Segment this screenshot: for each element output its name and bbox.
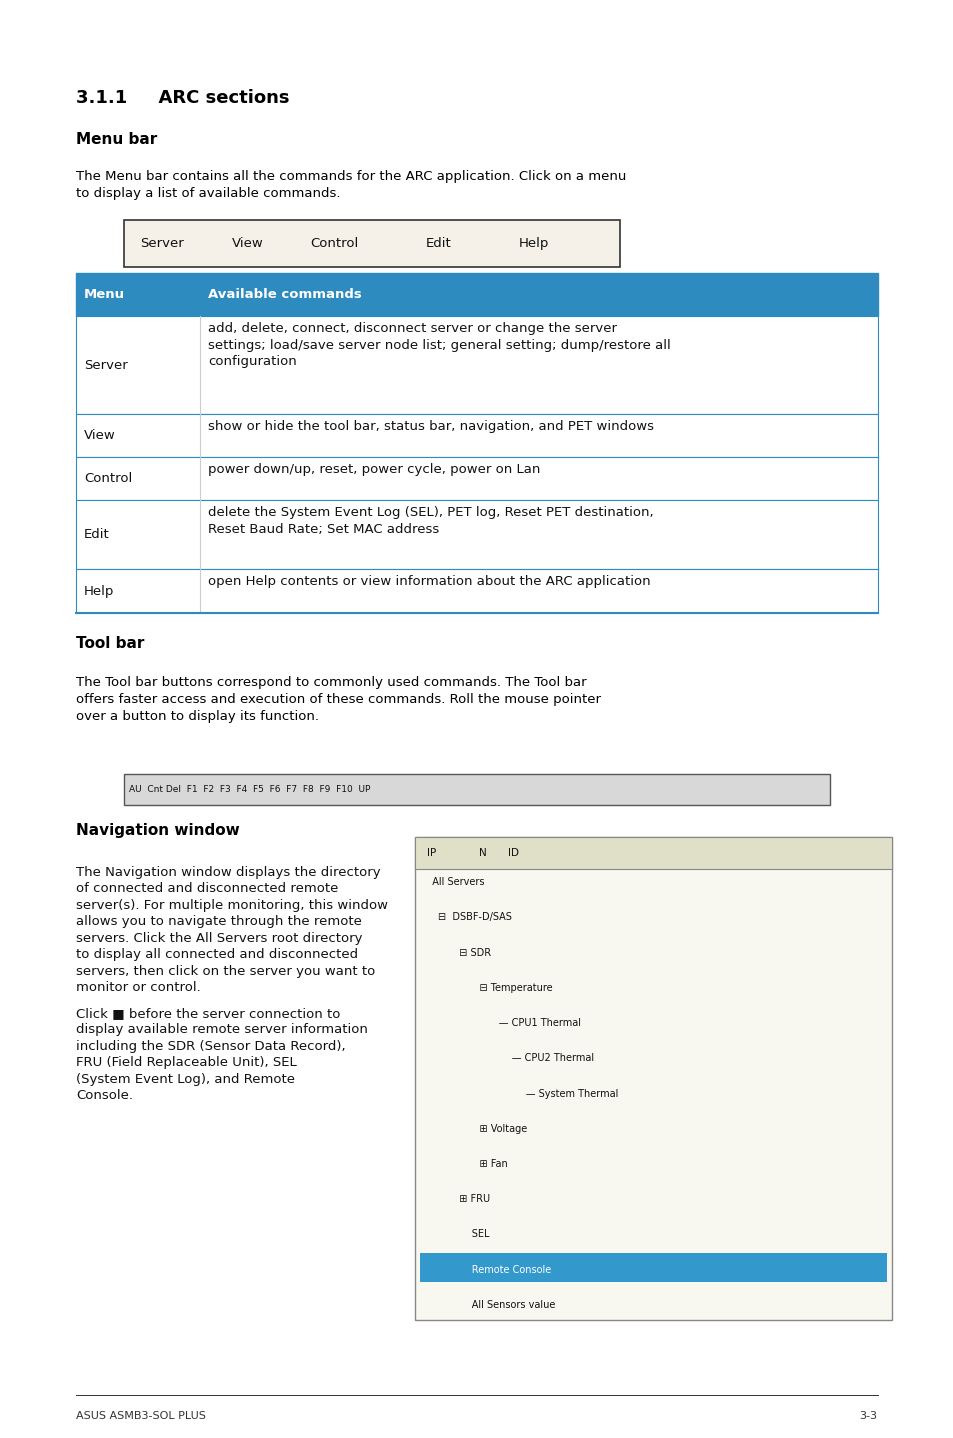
- Text: View: View: [232, 237, 264, 250]
- FancyBboxPatch shape: [124, 774, 829, 805]
- Text: Edit: Edit: [426, 237, 451, 250]
- Text: Edit: Edit: [84, 528, 110, 542]
- Text: ⊞ Voltage: ⊞ Voltage: [466, 1125, 526, 1133]
- Text: N: N: [478, 848, 486, 857]
- Bar: [76, 414, 877, 457]
- Bar: [76, 273, 877, 316]
- Bar: [76, 500, 877, 569]
- Text: View: View: [84, 429, 115, 443]
- Text: — CPU2 Thermal: — CPU2 Thermal: [493, 1053, 594, 1063]
- Text: Navigation window: Navigation window: [76, 823, 240, 837]
- Bar: [419, 1254, 886, 1283]
- Text: The Tool bar buttons correspond to commonly used commands. The Tool bar
offers f: The Tool bar buttons correspond to commo…: [76, 676, 600, 723]
- Text: Control: Control: [310, 237, 357, 250]
- Text: Click ■ before the server connection to
display available remote server informat: Click ■ before the server connection to …: [76, 1007, 368, 1102]
- Text: All Sensors value: All Sensors value: [453, 1300, 555, 1310]
- Text: Menu bar: Menu bar: [76, 132, 157, 147]
- Text: All Servers: All Servers: [426, 877, 484, 887]
- Text: 3.1.1     ARC sections: 3.1.1 ARC sections: [76, 89, 290, 108]
- Text: 3-3: 3-3: [859, 1411, 877, 1421]
- Text: IP: IP: [427, 848, 436, 857]
- Text: Help: Help: [518, 237, 549, 250]
- Text: Server: Server: [84, 358, 128, 372]
- Text: power down/up, reset, power cycle, power on Lan: power down/up, reset, power cycle, power…: [208, 463, 539, 476]
- Text: ASUS ASMB3-SOL PLUS: ASUS ASMB3-SOL PLUS: [76, 1411, 206, 1421]
- Text: Available commands: Available commands: [208, 288, 361, 302]
- Text: Remote Console: Remote Console: [453, 1265, 551, 1274]
- Text: ⊟ Temperature: ⊟ Temperature: [466, 984, 552, 992]
- Text: show or hide the tool bar, status bar, navigation, and PET windows: show or hide the tool bar, status bar, n…: [208, 420, 654, 433]
- Text: — CPU1 Thermal: — CPU1 Thermal: [479, 1018, 580, 1028]
- Text: SEL: SEL: [453, 1229, 489, 1240]
- Text: ⊞ FRU: ⊞ FRU: [453, 1194, 490, 1204]
- Text: ⊟  DSBF-D/SAS: ⊟ DSBF-D/SAS: [437, 913, 511, 922]
- Text: AU  Cnt Del  F1  F2  F3  F4  F5  F6  F7  F8  F9  F10  UP: AU Cnt Del F1 F2 F3 F4 F5 F6 F7 F8 F9 F1…: [129, 785, 370, 794]
- Text: Server: Server: [140, 237, 184, 250]
- Bar: [415, 837, 891, 869]
- Text: delete the System Event Log (SEL), PET log, Reset PET destination,
Reset Baud Ra: delete the System Event Log (SEL), PET l…: [208, 506, 653, 536]
- Text: add, delete, connect, disconnect server or change the server
settings; load/save: add, delete, connect, disconnect server …: [208, 322, 670, 368]
- Text: Control: Control: [84, 472, 132, 486]
- Bar: [76, 457, 877, 500]
- Text: ID: ID: [507, 848, 518, 857]
- Text: open Help contents or view information about the ARC application: open Help contents or view information a…: [208, 575, 650, 588]
- Text: Tool bar: Tool bar: [76, 636, 145, 650]
- Text: — System Thermal: — System Thermal: [506, 1089, 618, 1099]
- Text: ⊟ SDR: ⊟ SDR: [453, 948, 491, 958]
- Text: Menu: Menu: [84, 288, 125, 302]
- Bar: [415, 837, 891, 1320]
- FancyBboxPatch shape: [124, 220, 619, 267]
- Text: The Navigation window displays the directory
of connected and disconnected remot: The Navigation window displays the direc…: [76, 866, 388, 994]
- Bar: [76, 569, 877, 613]
- Text: ⊞ Fan: ⊞ Fan: [466, 1159, 507, 1169]
- Bar: [76, 316, 877, 414]
- Text: The Menu bar contains all the commands for the ARC application. Click on a menu
: The Menu bar contains all the commands f…: [76, 170, 626, 200]
- Text: Help: Help: [84, 584, 114, 598]
